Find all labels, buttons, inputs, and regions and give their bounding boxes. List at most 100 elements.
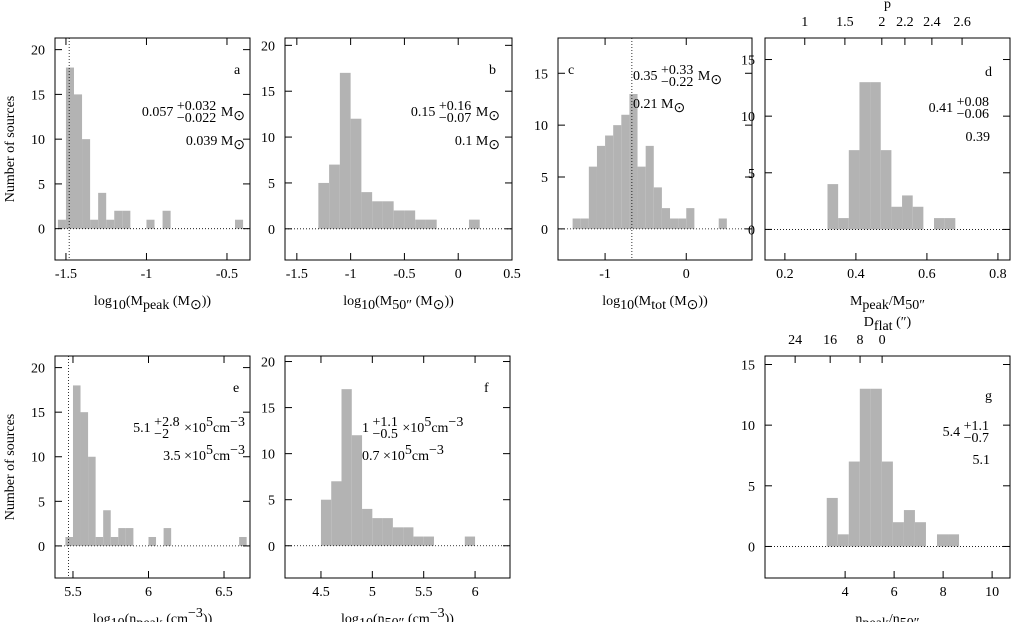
annotation-text: 5.1 xyxy=(973,453,991,468)
annotation-text: 0.35 xyxy=(633,69,661,84)
annotation-text: 0.41 xyxy=(929,101,957,116)
bar xyxy=(425,219,437,229)
y-tick-label: 20 xyxy=(261,356,275,371)
y-tick-label: 20 xyxy=(31,44,45,59)
x-tick-label: -0.5 xyxy=(393,267,415,282)
bar xyxy=(859,388,871,547)
x-axis-label-sub: 50″ xyxy=(385,616,405,622)
bar xyxy=(65,67,75,229)
bar xyxy=(122,210,131,229)
annotation-sub: ⊙ xyxy=(488,138,500,153)
x2-tick-label: 2 xyxy=(878,15,885,30)
y-tick-label: 0 xyxy=(38,540,45,555)
annotation-text: 5.4 xyxy=(943,425,964,440)
annotation-plus: +2.8 xyxy=(154,415,179,430)
annotation-minus: −0.07 xyxy=(439,111,471,126)
bar xyxy=(382,201,394,229)
bar xyxy=(678,218,687,229)
y-tick-label: 0 xyxy=(541,223,548,238)
bar xyxy=(588,166,597,229)
x2-tick-label: 8 xyxy=(857,333,864,348)
x-tick-label: -1 xyxy=(599,267,611,282)
bar xyxy=(572,218,581,229)
y-tick-label: 10 xyxy=(31,133,45,148)
bar xyxy=(944,218,956,230)
x-axis-label: log 10 (M peak (M ⊙)) xyxy=(94,294,211,313)
x-axis-label-text: log xyxy=(94,294,112,309)
annotation-text: 0.39 xyxy=(966,130,991,145)
annotation-sub: ⊙ xyxy=(233,138,245,153)
bar xyxy=(686,208,695,229)
x-axis-label-sub: 10 xyxy=(111,616,125,622)
x-tick-label: 5.5 xyxy=(415,585,433,600)
bar xyxy=(468,219,480,229)
bar xyxy=(902,195,913,230)
bar xyxy=(351,435,363,546)
annotation-plus: +0.032 xyxy=(177,99,216,114)
bar xyxy=(404,210,416,229)
annotation-text: cm xyxy=(431,421,448,436)
annotation: 0.21 M ⊙ xyxy=(633,97,685,116)
x-axis-label-sub: peak xyxy=(136,616,162,622)
bar xyxy=(621,114,630,229)
y-tick-label: 5 xyxy=(541,171,548,186)
frame xyxy=(54,355,251,579)
annotation-text: 0.057 xyxy=(142,105,177,120)
x-tick-label: -1 xyxy=(345,267,357,282)
bar xyxy=(870,388,882,547)
y-tick-label: 0 xyxy=(268,223,275,238)
x-axis-label-text: log xyxy=(341,612,359,622)
y-tick-label: 5 xyxy=(268,494,275,509)
x-axis-label-text: (n xyxy=(373,612,385,622)
bar xyxy=(82,139,91,229)
x-axis-label-sub: 50″ xyxy=(392,298,412,313)
bar xyxy=(393,210,405,229)
annotation: 0.39 xyxy=(966,130,991,145)
x-tick-label: 6 xyxy=(472,585,479,600)
annotation-text: 1 xyxy=(362,421,373,436)
bar xyxy=(881,461,893,547)
x-axis-label-sub: 10 xyxy=(359,616,373,622)
bar xyxy=(859,82,871,230)
bar xyxy=(848,461,860,547)
bar xyxy=(653,187,662,229)
bar xyxy=(718,218,727,229)
frame xyxy=(764,37,1011,261)
annotation-sup: 5 xyxy=(424,415,431,430)
y-axis-label: Number of sources xyxy=(3,96,18,203)
x-tick-label: 4 xyxy=(842,585,849,600)
x-axis-label: log 10 (M 50″ (M ⊙)) xyxy=(343,294,454,313)
bar xyxy=(613,125,622,229)
frame xyxy=(54,37,251,261)
x2-tick-label: 2.6 xyxy=(953,15,971,30)
annotation-minus: −2 xyxy=(154,427,169,442)
x2-tick-label: 2.4 xyxy=(923,15,941,30)
annotation-sup: 5 xyxy=(206,415,213,430)
x-tick-label: 0 xyxy=(455,267,462,282)
bar xyxy=(596,145,606,229)
bar xyxy=(870,82,881,230)
x-axis-label-text: (M xyxy=(666,294,687,309)
annotation-sub: ⊙ xyxy=(488,109,500,124)
frame xyxy=(284,355,511,579)
bar xyxy=(891,206,903,230)
x-axis-label-text: (M xyxy=(412,294,433,309)
x-axis-label-text: log xyxy=(93,612,111,622)
panel-label: c xyxy=(568,63,574,78)
x2-tick-label: 2.2 xyxy=(896,15,914,30)
bar xyxy=(372,201,383,229)
bar xyxy=(350,118,362,229)
x-axis-label-text: (n xyxy=(125,612,137,622)
annotation-plus: +1.1 xyxy=(964,419,989,434)
y-tick-label: 0 xyxy=(268,540,275,555)
bar xyxy=(72,385,81,546)
x-axis-label-text: log xyxy=(602,294,620,309)
x-axis-label-text: (M xyxy=(634,294,652,309)
bar xyxy=(912,206,924,230)
x-axis-label-sub: 50″ xyxy=(900,616,920,622)
y-tick-label: 10 xyxy=(31,451,45,466)
y-tick-label: 15 xyxy=(741,358,755,373)
annotation: 0.35 +0.33−0.22 M ⊙ xyxy=(633,63,722,90)
